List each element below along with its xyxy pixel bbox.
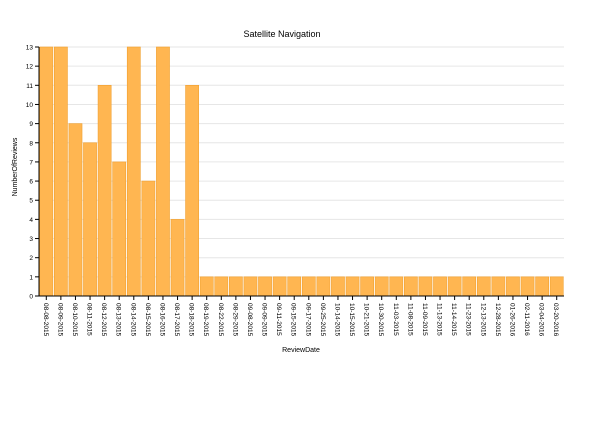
bar <box>258 276 272 297</box>
x-tick-label: 11-23-2015 <box>465 303 472 336</box>
bar <box>476 276 491 297</box>
y-tick-label: 5 <box>29 198 33 205</box>
x-tick-label: 09-25-2015 <box>319 303 326 337</box>
y-tick-label: 8 <box>29 140 33 147</box>
bar <box>83 142 97 297</box>
bar <box>301 276 316 297</box>
x-tick-label: 10-14-2015 <box>333 303 340 337</box>
bar <box>389 276 404 297</box>
bar <box>214 276 229 297</box>
x-tick-label: 11-14-2015 <box>450 303 457 336</box>
gridlines <box>39 46 564 278</box>
y-axis-label: NumberOfReviews <box>12 137 19 196</box>
x-tick-label: 08-10-2015 <box>71 303 78 337</box>
x-tick-label: 11-08-2015 <box>406 303 413 336</box>
y-tick-label: 7 <box>29 159 33 166</box>
x-tick-label: 03-04-2016 <box>538 303 545 337</box>
x-tick-label: 08-12-2015 <box>100 303 107 337</box>
bar <box>404 276 418 297</box>
x-tick-label: 11-03-2015 <box>392 303 399 336</box>
y-tick-label: 12 <box>26 64 34 71</box>
bar <box>68 123 83 297</box>
x-tick-label: 10-30-2015 <box>377 303 384 337</box>
y-tick-label: 10 <box>26 102 34 109</box>
x-tick-label: 09-15-2015 <box>290 303 297 337</box>
bar <box>549 276 564 297</box>
x-tick-label: 08-08-2015 <box>42 303 49 337</box>
x-tick-label: 09-09-2015 <box>261 303 268 337</box>
x-tick-label: 08-18-2015 <box>188 303 195 337</box>
x-tick-label: 02-11-2016 <box>523 303 530 336</box>
x-tick-label: 08-14-2015 <box>129 303 136 337</box>
bar <box>316 276 331 297</box>
x-tick-label: 12-28-2015 <box>494 303 501 337</box>
bar <box>185 85 199 297</box>
y-tick-label: 11 <box>26 83 33 90</box>
bar <box>199 276 214 297</box>
x-tick-label: 10-21-2015 <box>363 303 370 337</box>
x-tick-label: 11-09-2015 <box>421 303 428 336</box>
y-tick-label: 3 <box>29 236 33 243</box>
x-axis-label: ReviewDate <box>282 347 320 354</box>
x-tick-label: 08-16-2015 <box>158 303 165 337</box>
x-tick-label: 08-13-2015 <box>115 303 122 337</box>
bar <box>39 46 54 297</box>
x-tick-label: 08-17-2015 <box>173 303 180 337</box>
x-tick-label: 11-13-2015 <box>436 303 443 336</box>
x-tick-label: 01-26-2016 <box>508 303 515 337</box>
y-tick-label: 0 <box>29 294 33 301</box>
bar <box>433 276 447 297</box>
x-tick-label: 12-13-2015 <box>479 303 486 337</box>
y-tick-label: 9 <box>29 121 33 128</box>
bar <box>156 46 170 297</box>
bar <box>126 46 141 297</box>
bar <box>331 276 345 297</box>
x-tick-label: 08-09-2015 <box>56 303 63 337</box>
bar <box>360 276 374 297</box>
bar <box>287 276 302 297</box>
y-tick-label: 13 <box>26 45 34 52</box>
bar <box>97 85 112 297</box>
chart-title: Satellite Navigation <box>243 29 320 39</box>
bar <box>243 276 258 297</box>
y-tick-label: 6 <box>29 179 33 186</box>
bar <box>229 276 243 297</box>
x-tick-label: 03-20-2016 <box>552 303 559 337</box>
y-tick-label: 4 <box>29 217 33 224</box>
x-tick-label: 08-22-2015 <box>217 303 224 337</box>
x-tick-label: 08-11-2015 <box>86 303 93 336</box>
bar <box>54 46 68 297</box>
bar <box>462 276 477 297</box>
bar <box>170 219 185 297</box>
bar <box>535 276 549 297</box>
bar <box>491 276 506 297</box>
bar <box>141 180 156 297</box>
bar <box>112 161 127 297</box>
bar <box>520 276 535 297</box>
x-tick-label: 09-17-2015 <box>304 303 311 337</box>
bar <box>272 276 287 297</box>
bar <box>345 276 360 297</box>
x-tick-label: 09-08-2015 <box>246 303 253 337</box>
x-tick-label: 08-29-2015 <box>231 303 238 337</box>
bar <box>506 276 520 297</box>
y-tick-label: 2 <box>29 255 33 262</box>
x-tick-label: 09-11-2015 <box>275 303 282 336</box>
bar <box>418 276 433 297</box>
x-tick-label: 10-15-2015 <box>348 303 355 337</box>
x-axis: 08-08-2015 08-09-2015 08-10-2015 08-11-2015… <box>39 295 564 337</box>
bars <box>39 46 564 297</box>
x-tick-label: 08-19-2015 <box>202 303 209 337</box>
y-tick-label: 1 <box>29 274 33 281</box>
x-tick-label: 08-15-2015 <box>144 303 151 337</box>
bar <box>447 276 462 297</box>
bar <box>374 276 389 297</box>
